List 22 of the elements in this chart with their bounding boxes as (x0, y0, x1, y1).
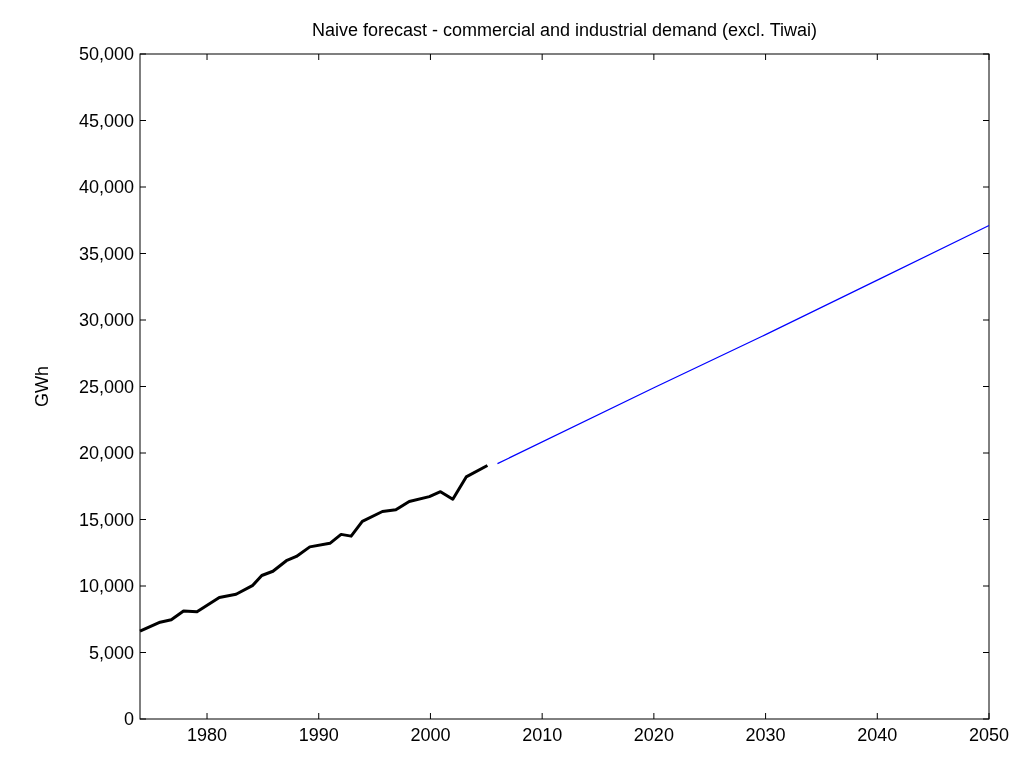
y-tick-label: 5,000 (88, 642, 134, 663)
y-tick-label: 35,000 (78, 243, 134, 264)
chart-title: Naive forecast - commercial and industrial demand (excl. Tiwai) (311, 20, 818, 40)
line-series (496, 224, 990, 465)
y-tick-label: 45,000 (78, 110, 134, 131)
y-tick-label: 0 (123, 709, 134, 730)
x-tick-label: 2050 (968, 725, 1010, 745)
y-tick-label: 40,000 (78, 177, 134, 198)
x-tick-label: 1990 (298, 725, 339, 745)
y-tick-label: 10,000 (78, 576, 134, 597)
x-tick-label: 2010 (522, 725, 563, 745)
x-tick-label: 2000 (410, 725, 451, 745)
y-axis-title: GWh (32, 365, 52, 408)
y-tick-label: 30,000 (78, 310, 134, 331)
x-tick-label: 2020 (633, 725, 674, 745)
y-tick-label: 20,000 (78, 443, 134, 464)
y-tick-label: 25,000 (78, 376, 134, 397)
x-tick-label: 1980 (187, 725, 228, 745)
x-tick-label: 2040 (857, 725, 898, 745)
y-tick-label: 15,000 (78, 509, 134, 530)
y-tick-label: 50,000 (78, 44, 134, 65)
x-tick-label: 2030 (745, 725, 786, 745)
